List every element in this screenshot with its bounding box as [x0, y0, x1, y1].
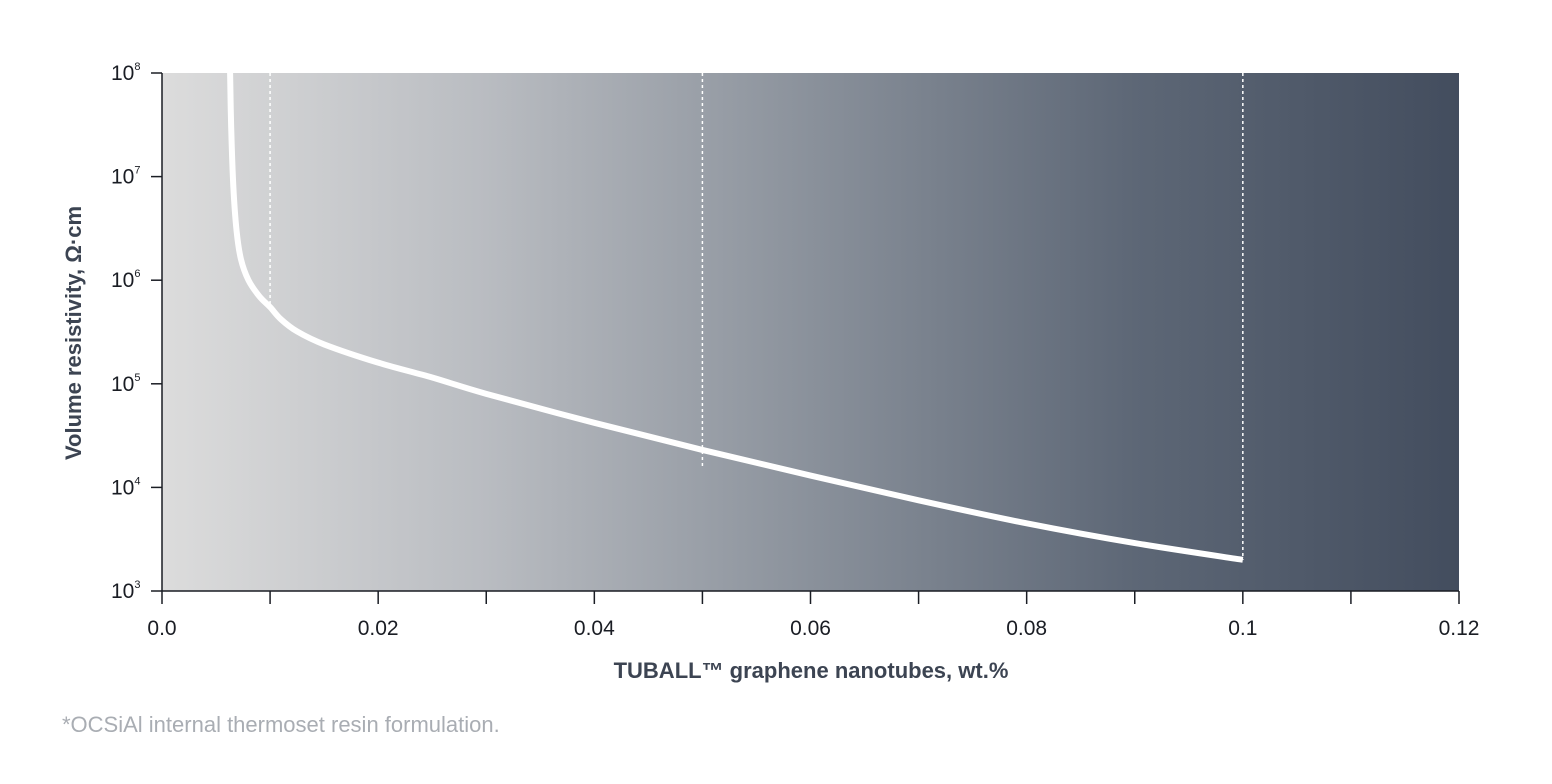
- x-axis-title: TUBALL™ graphene nanotubes, wt.%: [614, 658, 1009, 683]
- y-axis-title: Volume resistivity, Ω·cm: [61, 206, 86, 460]
- y-tick-label: 103: [111, 579, 140, 603]
- footnote: *OCSiAl internal thermoset resin formula…: [62, 712, 500, 737]
- x-tick-label: 0.02: [358, 617, 399, 640]
- x-tick-label: 0.04: [574, 617, 615, 640]
- y-tick-exponent: 5: [134, 372, 140, 384]
- y-tick-label: 108: [111, 61, 140, 85]
- plot-background: [162, 73, 1459, 591]
- x-tick-label: 0.06: [790, 617, 831, 640]
- y-tick-exponent: 3: [134, 579, 140, 591]
- y-tick-exponent: 6: [134, 268, 140, 280]
- x-tick-label: 0.12: [1439, 617, 1480, 640]
- x-tick-label: 0.1: [1228, 617, 1257, 640]
- y-tick-exponent: 4: [134, 475, 140, 487]
- y-tick-exponent: 8: [134, 61, 140, 73]
- x-tick-label: 0.08: [1006, 617, 1047, 640]
- y-tick-label: 104: [111, 475, 140, 499]
- y-tick-exponent: 7: [134, 165, 140, 177]
- y-tick-label: 106: [111, 268, 140, 292]
- y-tick-label: 107: [111, 165, 140, 189]
- x-tick-label: 0.0: [147, 617, 176, 640]
- y-tick-label: 105: [111, 372, 140, 396]
- resistivity-curve: [227, 72, 1244, 563]
